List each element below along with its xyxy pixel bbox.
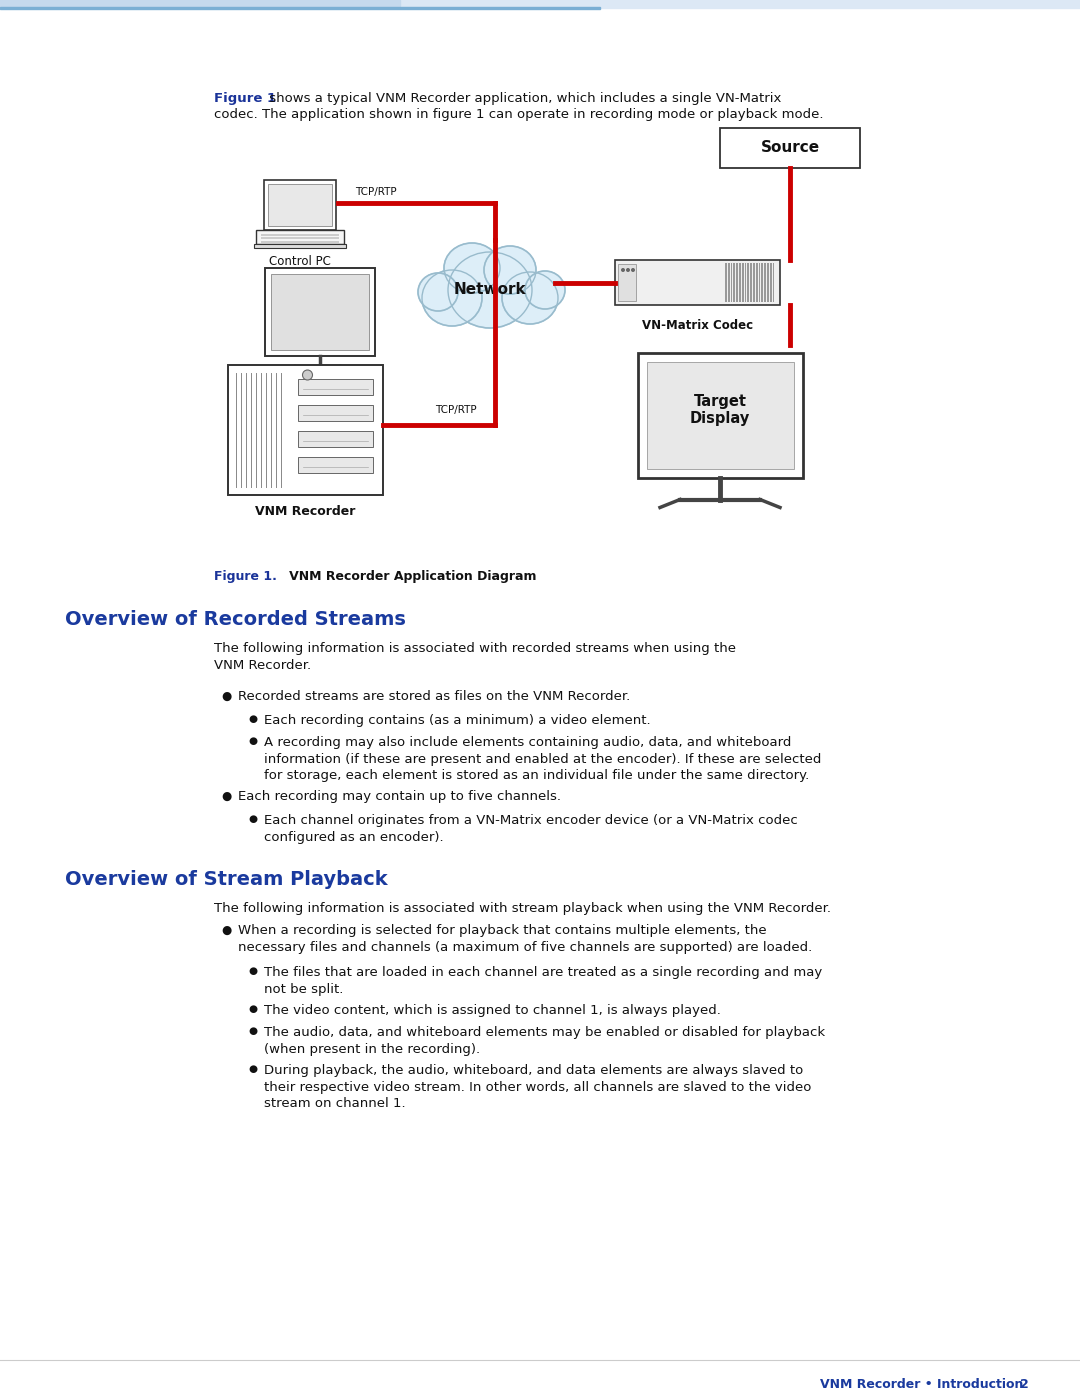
Bar <box>261 237 339 239</box>
Bar <box>297 457 373 474</box>
Bar <box>730 263 732 302</box>
Bar <box>747 263 750 302</box>
Text: Source: Source <box>760 141 820 155</box>
Text: TCP/RTP: TCP/RTP <box>435 405 476 415</box>
Bar <box>297 379 373 395</box>
Text: Each recording may contain up to five channels.: Each recording may contain up to five ch… <box>238 789 561 803</box>
Text: Network: Network <box>454 282 526 298</box>
Text: A recording may also include elements containing audio, data, and whiteboard
inf: A recording may also include elements co… <box>264 736 822 782</box>
Bar <box>297 405 373 420</box>
Text: ●: ● <box>248 1004 257 1014</box>
Bar <box>268 184 332 226</box>
Bar <box>265 268 375 356</box>
Bar <box>758 263 760 302</box>
Bar <box>751 263 752 302</box>
Ellipse shape <box>525 271 565 309</box>
Text: Control PC: Control PC <box>269 256 330 268</box>
Bar <box>739 263 741 302</box>
Bar <box>737 263 738 302</box>
Bar <box>228 365 382 495</box>
Bar <box>0 7 600 8</box>
Bar <box>770 263 771 302</box>
Bar <box>742 263 744 302</box>
Text: ●: ● <box>221 690 231 703</box>
Bar <box>767 263 769 302</box>
Bar <box>615 260 780 305</box>
Bar <box>254 244 347 249</box>
Text: TCP/RTP: TCP/RTP <box>355 187 396 197</box>
Text: The following information is associated with stream playback when using the VNM : The following information is associated … <box>214 902 831 915</box>
Bar <box>256 231 345 244</box>
Text: ●: ● <box>221 923 231 937</box>
Text: VNM Recorder Application Diagram: VNM Recorder Application Diagram <box>276 570 537 583</box>
Bar <box>725 263 727 302</box>
Bar <box>271 274 369 351</box>
Text: ●: ● <box>248 1025 257 1037</box>
Text: ●: ● <box>248 814 257 824</box>
Text: ●: ● <box>248 965 257 977</box>
Ellipse shape <box>418 272 458 312</box>
Bar <box>720 129 860 168</box>
Text: The audio, data, and whiteboard elements may be enabled or disabled for playback: The audio, data, and whiteboard elements… <box>264 1025 825 1056</box>
Bar <box>261 233 339 236</box>
Bar <box>772 263 774 302</box>
Text: When a recording is selected for playback that contains multiple elements, the
n: When a recording is selected for playbac… <box>238 923 812 954</box>
Bar <box>761 263 764 302</box>
Text: Each recording contains (as a minimum) a video element.: Each recording contains (as a minimum) a… <box>264 714 650 726</box>
Bar <box>765 263 766 302</box>
Bar <box>0 0 400 6</box>
Text: Overview of Stream Playback: Overview of Stream Playback <box>65 870 388 888</box>
Bar <box>264 180 336 231</box>
Bar <box>618 264 636 300</box>
Text: shows a typical VNM Recorder application, which includes a single VN-Matrix: shows a typical VNM Recorder application… <box>265 92 781 105</box>
Text: VN-Matrix Codec: VN-Matrix Codec <box>642 319 753 332</box>
Text: Overview of Recorded Streams: Overview of Recorded Streams <box>65 610 406 629</box>
Text: The following information is associated with recorded streams when using the
VNM: The following information is associated … <box>214 643 735 672</box>
Bar <box>744 263 746 302</box>
Text: 2: 2 <box>1020 1377 1029 1391</box>
Text: VNM Recorder • Introduction: VNM Recorder • Introduction <box>820 1377 1024 1391</box>
Text: Figure 1: Figure 1 <box>214 92 276 105</box>
Ellipse shape <box>422 270 482 326</box>
Bar <box>297 432 373 447</box>
Text: ●: ● <box>248 736 257 746</box>
Circle shape <box>302 370 312 380</box>
Text: The files that are loaded in each channel are treated as a single recording and : The files that are loaded in each channe… <box>264 965 822 996</box>
Text: During playback, the audio, whiteboard, and data elements are always slaved to
t: During playback, the audio, whiteboard, … <box>264 1065 811 1111</box>
Ellipse shape <box>426 244 555 335</box>
Bar <box>637 352 802 478</box>
Text: ●: ● <box>221 789 231 803</box>
Text: codec. The application shown in figure 1 can operate in recording mode or playba: codec. The application shown in figure 1… <box>214 108 824 122</box>
Bar <box>753 263 755 302</box>
Text: Each channel originates from a VN-Matrix encoder device (or a VN-Matrix codec
co: Each channel originates from a VN-Matrix… <box>264 814 798 844</box>
Text: ●: ● <box>248 714 257 724</box>
Ellipse shape <box>484 246 536 293</box>
Ellipse shape <box>502 272 558 324</box>
Bar <box>756 263 757 302</box>
Text: Figure 1.: Figure 1. <box>214 570 276 583</box>
Text: Target
Display: Target Display <box>690 394 751 426</box>
Text: VNM Recorder: VNM Recorder <box>255 504 355 518</box>
Bar <box>261 240 339 243</box>
Circle shape <box>626 268 630 272</box>
Bar <box>647 362 794 468</box>
Text: The video content, which is assigned to channel 1, is always played.: The video content, which is assigned to … <box>264 1004 720 1017</box>
Bar <box>728 263 730 302</box>
Ellipse shape <box>444 243 500 293</box>
Circle shape <box>621 268 625 272</box>
Ellipse shape <box>448 251 532 328</box>
Text: Recorded streams are stored as files on the VNM Recorder.: Recorded streams are stored as files on … <box>238 690 631 703</box>
Text: ●: ● <box>248 1065 257 1074</box>
Circle shape <box>631 268 635 272</box>
Bar <box>733 263 735 302</box>
Bar <box>0 0 1080 8</box>
